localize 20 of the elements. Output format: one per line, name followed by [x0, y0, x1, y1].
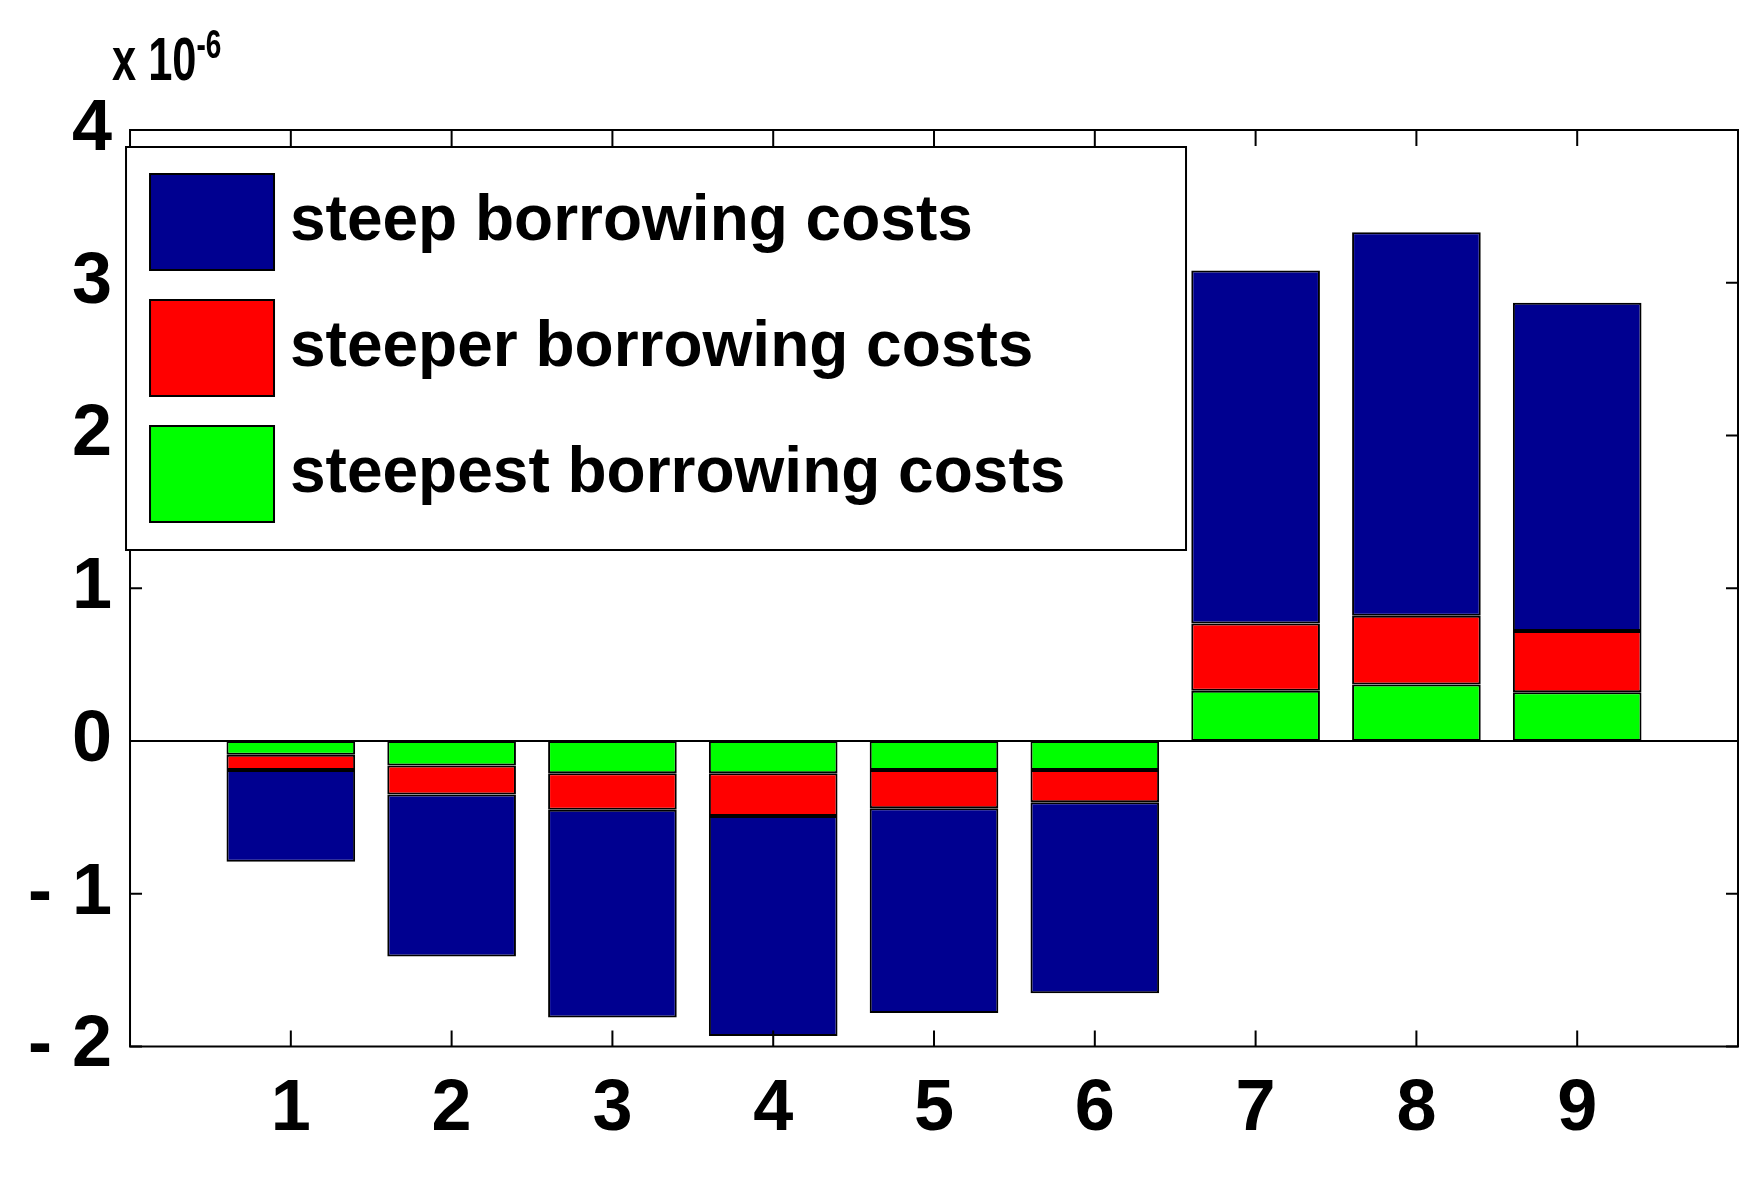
y-tick-label: 2	[71, 390, 113, 471]
y-tick-label: - 2	[27, 1001, 113, 1082]
x-tick-label: 9	[1557, 1064, 1598, 1145]
y-tick-label: - 1	[27, 848, 113, 929]
x-tick-label: 5	[913, 1064, 955, 1145]
x-tick-label: 4	[753, 1064, 794, 1145]
x-tick-label: 2	[431, 1064, 472, 1145]
y-tick-label: 3	[71, 237, 113, 318]
y-tick-label: 0	[71, 695, 113, 776]
x-tick-label: 3	[592, 1064, 633, 1145]
y-tick-label: 1	[71, 543, 113, 624]
legend-label: steepest borrowing costs	[290, 433, 1066, 506]
text: x 10$^{-6}$	[112, 22, 222, 94]
x-tick-label: 1	[270, 1064, 311, 1145]
x-tick-label: 8	[1396, 1064, 1437, 1145]
x-tick-label: 7	[1235, 1064, 1276, 1145]
legend-label: steeper borrowing costs	[290, 307, 1034, 380]
y-tick-label: 4	[71, 84, 113, 165]
x-tick-label: 6	[1074, 1064, 1115, 1145]
legend-label: steep borrowing costs	[290, 181, 973, 254]
